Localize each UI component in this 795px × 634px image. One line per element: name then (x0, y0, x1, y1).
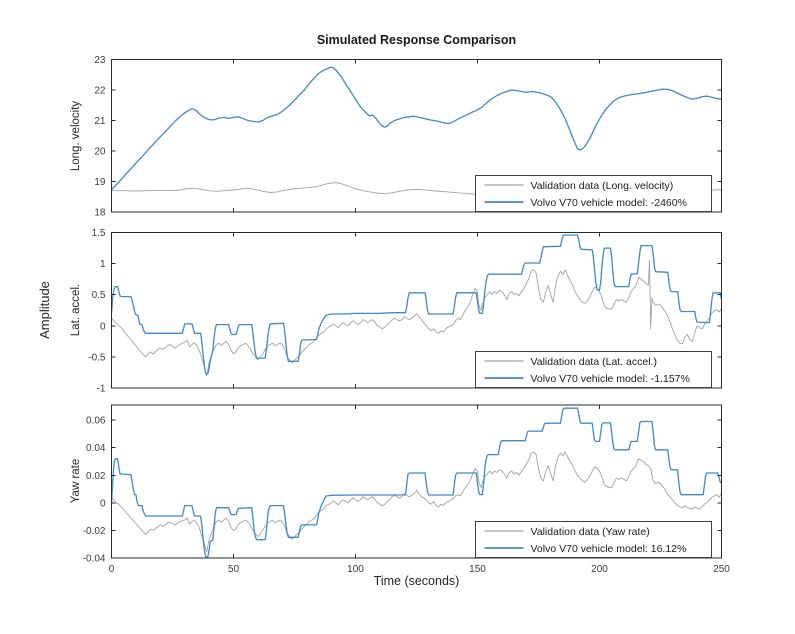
y-tick-label: 20 (94, 147, 106, 158)
legend-box (475, 175, 712, 212)
y-tick-label: 0.5 (92, 290, 106, 301)
yaw-rate-validation-line (111, 451, 722, 553)
y-axis-label-long-velocity: Long. velocity (70, 100, 82, 172)
x-tick-label: 200 (591, 564, 608, 575)
subplot-long-velocity: 18 19 20 21 22 23 Validation data (Long. veloc… (94, 55, 722, 219)
legend: Validation data (Lat. accel.) Volvo V70 v… (475, 351, 712, 388)
figure-title: Simulated Response Comparison (316, 33, 517, 47)
y-tick-label: 1.5 (92, 228, 106, 239)
lat-accel-validation-line (111, 260, 722, 377)
axes-frame (111, 404, 722, 559)
legend-label-yaw-rate-validation: Validation data (Yaw rate) (531, 526, 650, 538)
y-tick-label: 18 (94, 208, 106, 219)
y-tick-label: 23 (94, 55, 106, 66)
y-tick-label: 0.04 (86, 443, 106, 454)
yaw-rate-model-line (111, 407, 722, 558)
legend-label-lat-accel-model: Volvo V70 vehicle model: -1.157% (531, 373, 690, 385)
y-tick-label: 0 (100, 498, 106, 509)
x-tick-label: 150 (469, 564, 486, 575)
legend-label-long-velocity-model: Volvo V70 vehicle model: -2460% (531, 197, 687, 209)
y-tick-label: -1 (97, 384, 106, 395)
x-tick-label: 50 (228, 564, 240, 575)
y-tick-label: 19 (94, 177, 106, 188)
subplot-lat-accel: -1 -0.5 0 0.5 1 1.5 Validation data (Lat. acce… (88, 228, 722, 395)
y-tick-label: -0.5 (88, 352, 106, 363)
y-tick-label: -0.04 (83, 554, 106, 565)
subplot-yaw-rate: 0 50 100 150 200 250 -0.04 -0.02 0 0.02 0.04 0.06 Va… (83, 404, 730, 575)
y-tick-label: 22 (94, 86, 106, 97)
legend: Validation data (Yaw rate) Volvo V70 vehi… (475, 521, 712, 558)
x-tick-label: 250 (713, 564, 730, 575)
lat-accel-model-line (111, 234, 722, 375)
x-tick-label: 0 (109, 564, 115, 575)
legend-box (475, 521, 712, 558)
y-tick-label: -0.02 (83, 526, 106, 537)
legend: Validation data (Long. velocity) Volvo V7… (475, 175, 712, 212)
y-axis-label-lat-accel: Lat. accel. (70, 283, 82, 337)
legend-label-yaw-rate-model: Volvo V70 vehicle model: 16.12% (531, 543, 687, 555)
legend-box (475, 351, 712, 388)
y-tick-label: 21 (94, 116, 106, 127)
y-tick-label: 0.02 (86, 471, 106, 482)
y-axis-label-yaw-rate: Yaw rate (70, 458, 82, 504)
legend-label-long-velocity-validation: Validation data (Long. velocity) (531, 180, 674, 192)
shared-y-axis-label: Amplitude (37, 281, 52, 339)
long-velocity-model-line (111, 66, 722, 191)
y-tick-label: 1 (100, 259, 106, 270)
x-axis-label: Time (seconds) (373, 574, 460, 588)
y-tick-label: 0.06 (86, 416, 106, 427)
legend-label-lat-accel-validation: Validation data (Lat. accel.) (531, 356, 657, 368)
y-tick-label: 0 (100, 321, 106, 332)
x-tick-label: 100 (347, 564, 364, 575)
